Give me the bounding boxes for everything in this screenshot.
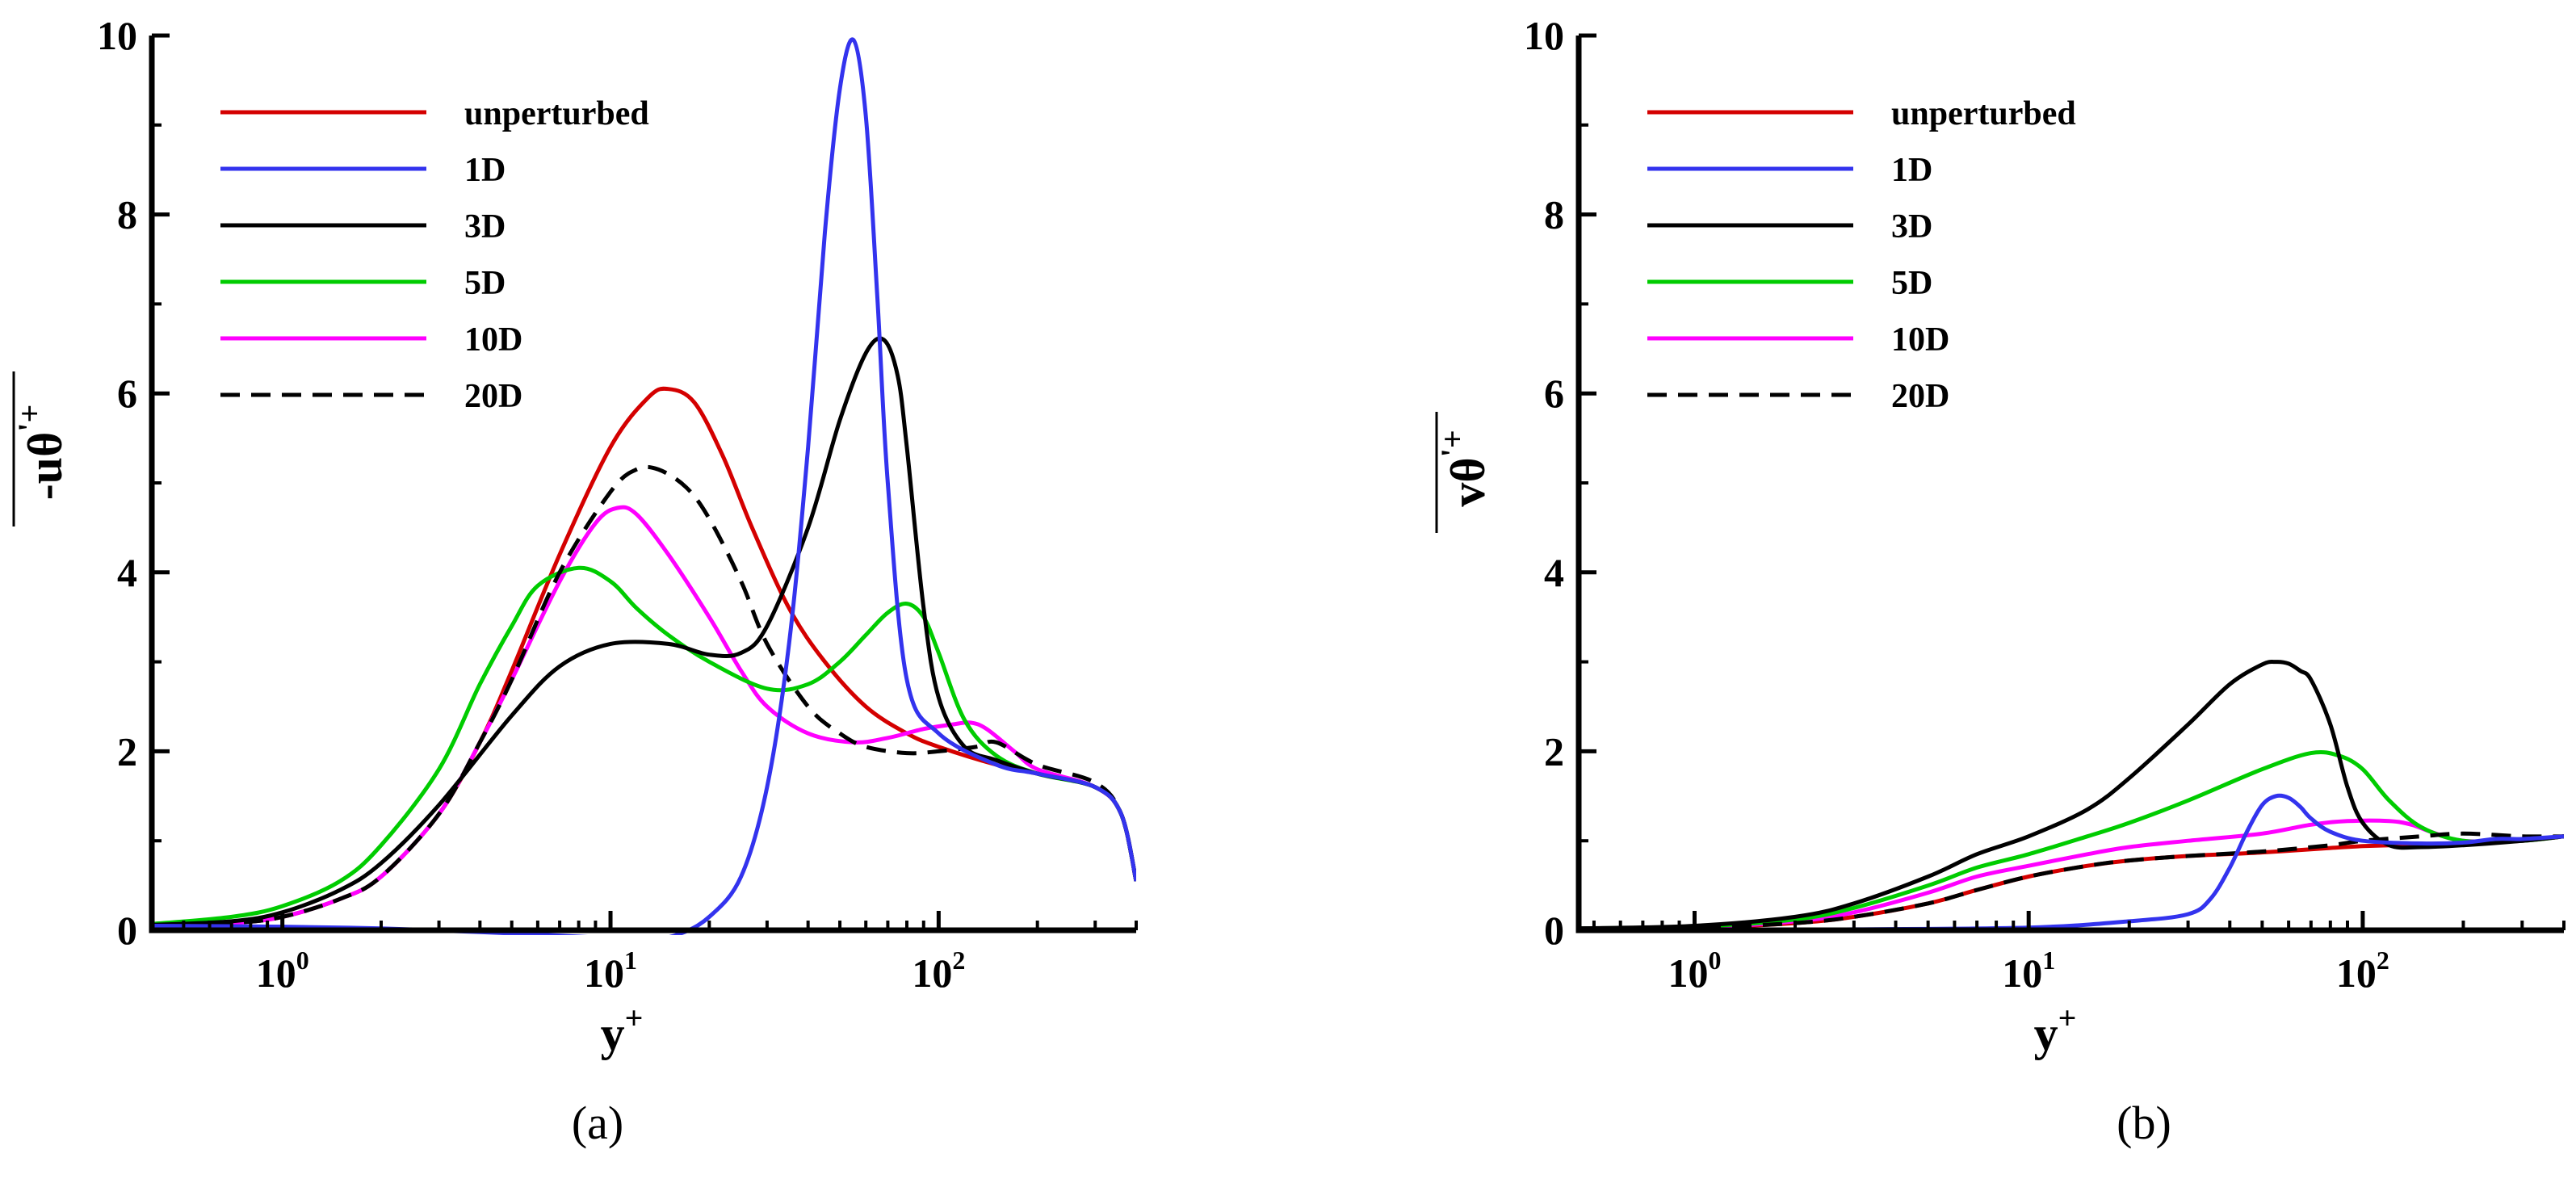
legend-label-5d: 5D xyxy=(1891,265,1932,302)
y-tick-label: 10 xyxy=(97,13,137,58)
series-layer xyxy=(1579,660,2564,933)
y-tick-label: 6 xyxy=(1544,371,1564,416)
y-tick-label: 4 xyxy=(1544,550,1564,595)
x-axis-label-base: y xyxy=(2034,1007,2058,1060)
series-line-10d xyxy=(152,505,1136,928)
y-tick-label: 6 xyxy=(117,371,137,416)
y-axis-label-sup: '+ xyxy=(11,405,48,432)
y-axis-label-base: v xyxy=(1441,483,1495,507)
series-line-20d xyxy=(152,464,1136,928)
y-axis-label: -uθ'+ xyxy=(11,405,72,501)
legend-label-10d: 10D xyxy=(464,321,522,359)
legend-label-1d: 1D xyxy=(1891,152,1932,189)
legend-label-20d: 20D xyxy=(464,378,522,415)
x-axis-label: y+ xyxy=(2034,1000,2077,1060)
x-tick-label: 100 xyxy=(256,946,309,996)
x-tick-label: 102 xyxy=(912,946,965,996)
legend-label-10d: 10D xyxy=(1891,321,1949,359)
legend-label-unperturbed: unperturbed xyxy=(464,95,649,132)
y-tick-label: 0 xyxy=(1544,908,1564,953)
y-axis-label: vθ'+ xyxy=(1434,430,1495,506)
legend-label-5d: 5D xyxy=(464,265,506,302)
legend-label-3d: 3D xyxy=(464,208,506,245)
chart-panel-a: 0 2 4 6 8 10 100 101 102 unperturbed 1D 3D 5D 10D 20… xyxy=(11,13,1138,1149)
y-axis-label-theta: θ xyxy=(1441,457,1495,482)
series-line-20d xyxy=(1579,831,2564,931)
x-axis-label-sup: + xyxy=(625,1000,644,1036)
y-axis-label-base: -u xyxy=(19,457,72,500)
series-line-5d xyxy=(1579,749,2564,931)
legend-label-1d: 1D xyxy=(464,152,506,189)
x-tick-label: 101 xyxy=(2002,946,2055,996)
x-axis-label-base: y xyxy=(601,1007,625,1060)
series-line-5d xyxy=(152,565,1136,926)
series-line-1d xyxy=(152,37,1136,935)
x-tick-label: 102 xyxy=(2336,946,2389,996)
legend: unperturbed 1D 3D 5D 10D 20D xyxy=(1647,95,2076,415)
y-axis-label-theta: θ xyxy=(19,432,72,457)
panel-caption-a: (a) xyxy=(572,1097,623,1149)
series-line-3d xyxy=(1579,660,2564,931)
y-ticks: 0 2 4 6 8 10 xyxy=(1524,13,1596,953)
legend: unperturbed 1D 3D 5D 10D 20D xyxy=(220,95,649,415)
legend-label-3d: 3D xyxy=(1891,208,1932,245)
x-ticks: 100 101 102 xyxy=(1592,911,2566,996)
series-layer xyxy=(152,37,1136,935)
x-ticks: 100 101 102 xyxy=(150,911,1138,996)
y-tick-label: 4 xyxy=(117,550,137,595)
series-line-unperturbed xyxy=(1579,834,2564,931)
series-line-3d xyxy=(152,336,1136,927)
y-axis-label-sup: '+ xyxy=(1434,430,1471,457)
legend-label-unperturbed: unperturbed xyxy=(1891,95,2076,132)
y-tick-label: 2 xyxy=(117,728,137,774)
x-axis-label: y+ xyxy=(601,1000,644,1060)
x-tick-label: 100 xyxy=(1668,946,1721,996)
panel-caption-b: (b) xyxy=(2117,1097,2171,1149)
legend-label-20d: 20D xyxy=(1891,378,1949,415)
y-tick-label: 0 xyxy=(117,908,137,953)
x-tick-label: 101 xyxy=(584,946,637,996)
series-line-unperturbed xyxy=(152,386,1136,928)
x-axis-label-sup: + xyxy=(2058,1000,2077,1036)
y-tick-label: 2 xyxy=(1544,728,1564,774)
y-ticks: 0 2 4 6 8 10 xyxy=(97,13,170,953)
y-tick-label: 8 xyxy=(1544,192,1564,237)
y-tick-label: 10 xyxy=(1524,13,1564,58)
y-tick-label: 8 xyxy=(117,192,137,237)
chart-panel-b: 0 2 4 6 8 10 100 101 102 unperturbed 1D 3D 5D 10D 20… xyxy=(1434,13,2566,1149)
